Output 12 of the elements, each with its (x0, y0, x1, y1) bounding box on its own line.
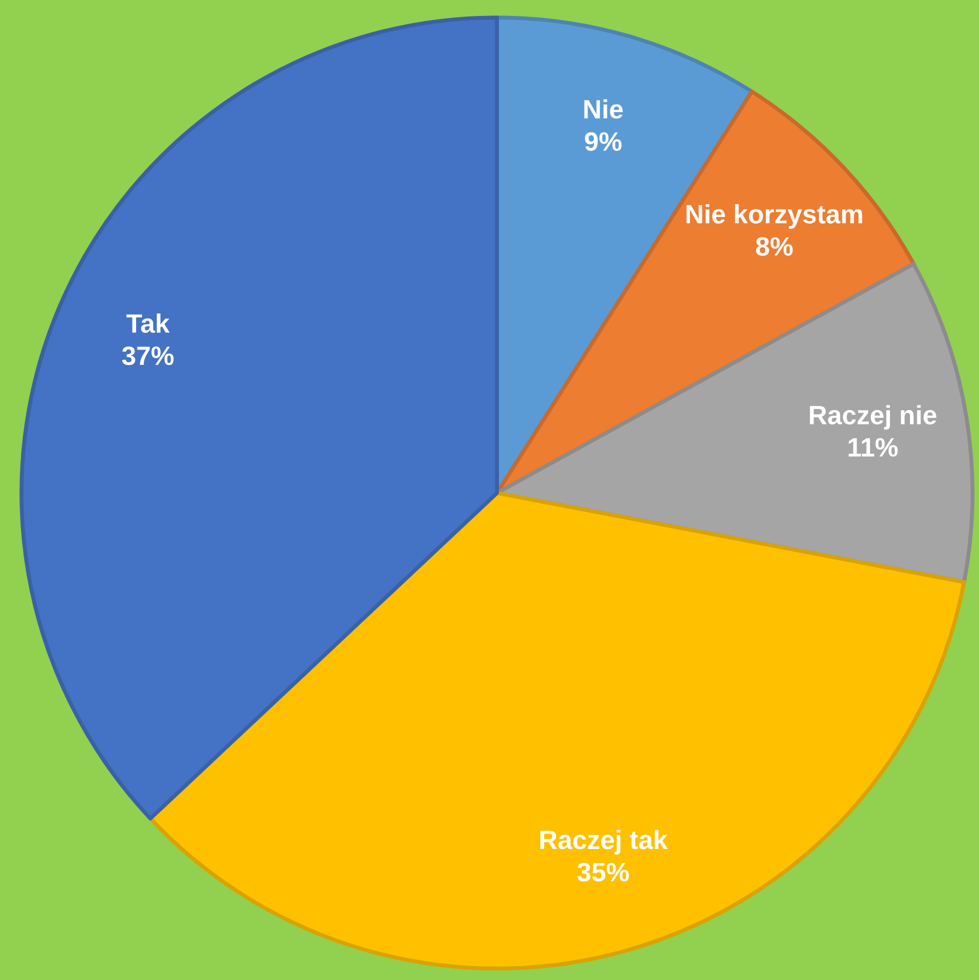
pie-slice (148, 491, 966, 970)
data-label: 35% (577, 862, 629, 882)
slice-label: Nie korzystam (686, 204, 862, 229)
slice-label: Tak (126, 314, 170, 333)
slice-label: Raczej nie (810, 405, 936, 430)
pie-slice (20, 16, 499, 820)
slice-label: Raczej tak (540, 830, 668, 854)
data-label: 9% (584, 132, 622, 151)
data-label: 37% (122, 346, 174, 366)
data-label: 8% (756, 237, 793, 256)
data-label: 11% (848, 438, 898, 457)
slice-label: Nie (584, 99, 623, 119)
